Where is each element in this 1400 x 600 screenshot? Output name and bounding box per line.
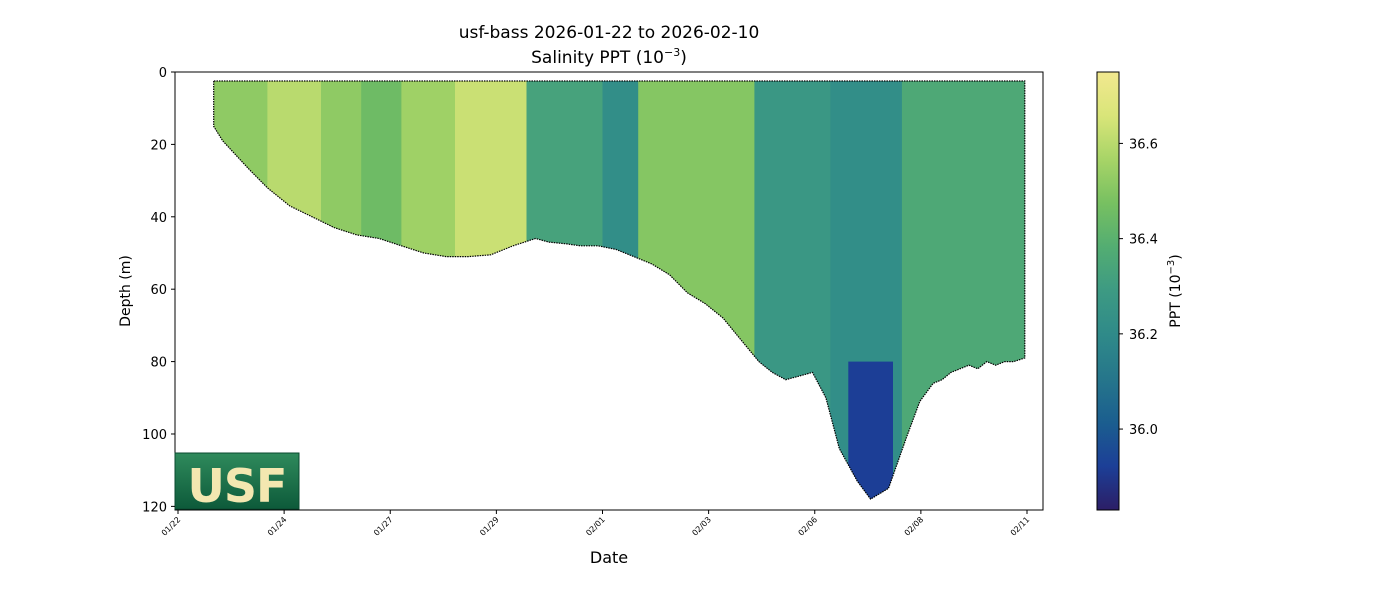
subtitle-prefix: Salinity PPT (10 — [531, 48, 664, 68]
colorbar-label: PPT (10−3) — [1166, 254, 1184, 327]
x-tick-label: 01/22 — [160, 515, 183, 538]
y-tick-label: 40 — [150, 211, 167, 226]
colorbar-tick-label: 36.0 — [1129, 423, 1158, 438]
salinity-band — [213, 81, 268, 500]
x-tick-label: 02/01 — [584, 515, 607, 538]
chart-title: usf-bass 2026-01-22 to 2026-02-10 — [459, 23, 760, 43]
colorbar — [1096, 71, 1120, 511]
plot-frame — [174, 71, 1044, 511]
x-tick-label: 01/24 — [266, 515, 289, 538]
colorbar-ticks: 36.0 36.2 36.4 36.6 — [1119, 137, 1158, 438]
colorbar-label-exponent: −3 — [1166, 260, 1177, 275]
salinity-band — [602, 81, 639, 500]
x-tick-label: 02/06 — [796, 515, 819, 538]
x-axis-label: Date — [590, 548, 628, 567]
salinity-band — [401, 81, 456, 500]
salinity-band — [754, 81, 831, 500]
salinity-band — [267, 81, 322, 500]
colorbar-label-suffix: ) — [1168, 254, 1184, 259]
chart-subtitle: Salinity PPT (10−3) — [531, 46, 687, 68]
salinity-band — [455, 81, 527, 500]
x-tick-label: 02/03 — [690, 515, 713, 538]
y-axis-ticks: 0 20 40 60 80 100 120 — [142, 66, 175, 515]
salinity-band — [901, 81, 1025, 500]
colorbar-tick-label: 36.2 — [1129, 328, 1158, 343]
salinity-band — [361, 81, 402, 500]
x-tick-label: 01/29 — [478, 515, 501, 538]
x-tick-label: 02/11 — [1009, 515, 1032, 538]
deep-low-salinity-region — [848, 361, 893, 500]
salinity-band — [321, 81, 362, 500]
svg-text:USF: USF — [188, 459, 287, 513]
colorbar-tick-label: 36.4 — [1129, 233, 1158, 248]
x-tick-label: 01/27 — [372, 515, 395, 538]
salinity-band — [526, 81, 603, 500]
y-axis-label: Depth (m) — [118, 255, 134, 327]
colorbar-tick-label: 36.6 — [1129, 137, 1158, 152]
salinity-section — [213, 80, 1026, 500]
y-tick-label: 100 — [142, 428, 167, 443]
x-axis-ticks: 01/22 01/24 01/27 01/29 02/01 02/03 02/06 02/08… — [160, 510, 1032, 538]
subtitle-suffix: ) — [680, 48, 687, 68]
usf-logo: USF — [174, 452, 300, 513]
y-tick-label: 60 — [150, 283, 167, 298]
y-tick-label: 120 — [142, 500, 167, 515]
salinity-band — [638, 81, 755, 500]
y-tick-label: 0 — [159, 66, 167, 81]
x-tick-label: 02/08 — [903, 515, 926, 538]
subtitle-exponent: −3 — [664, 46, 680, 59]
y-tick-label: 80 — [150, 356, 167, 371]
colorbar-label-prefix: PPT (10 — [1168, 275, 1184, 328]
seabed-outline — [213, 80, 1026, 500]
y-tick-label: 20 — [150, 138, 167, 153]
